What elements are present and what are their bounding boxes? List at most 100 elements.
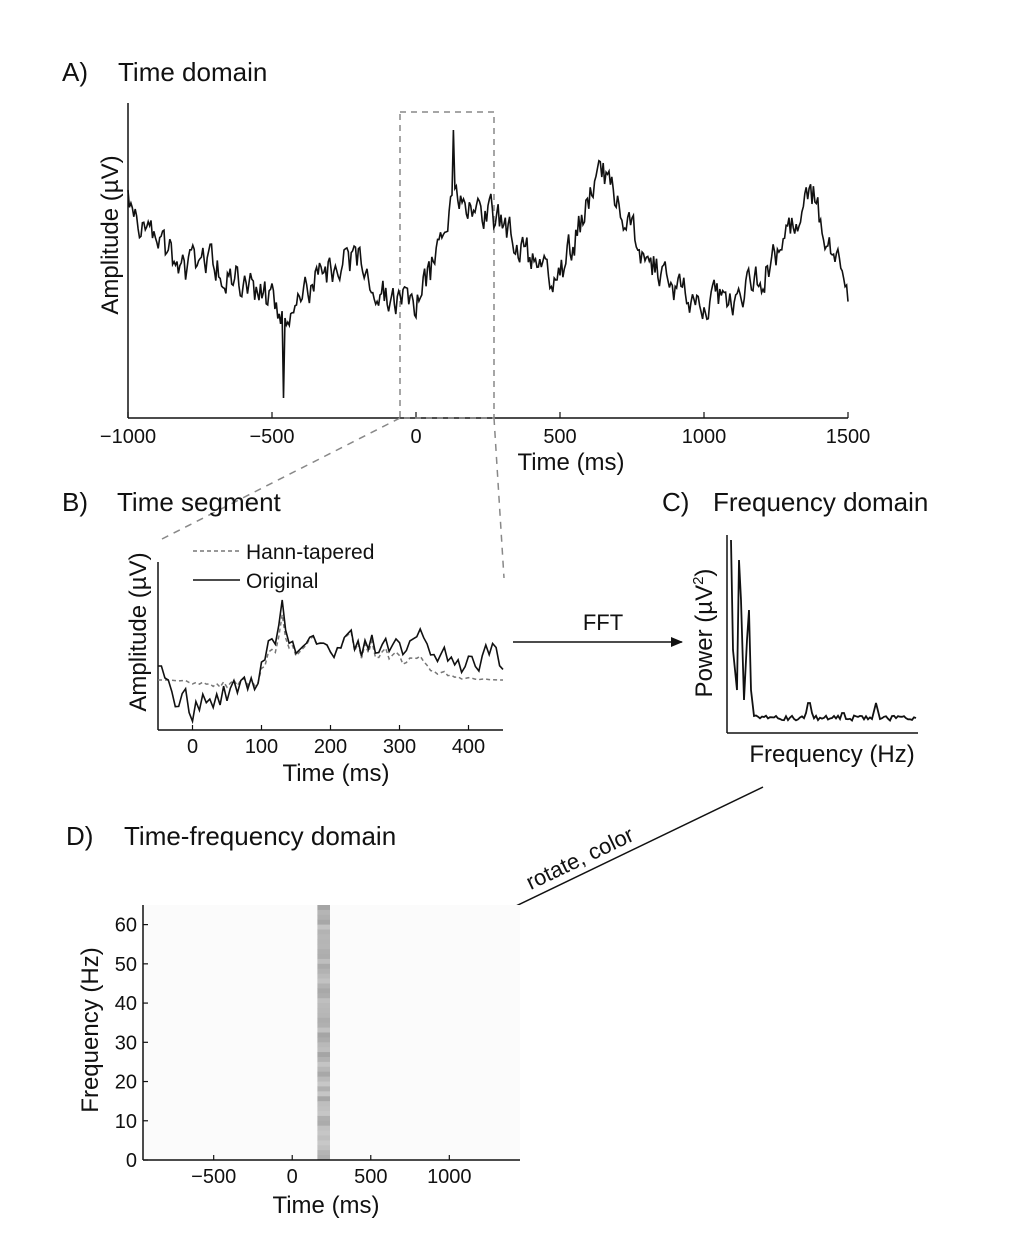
tf-band-cell bbox=[317, 1086, 330, 1092]
tf-band-cell bbox=[317, 1032, 330, 1038]
panel-a-tick-label: 1500 bbox=[826, 426, 871, 448]
tf-band-cell bbox=[317, 1076, 330, 1082]
panel-d-x-tick-label: 500 bbox=[354, 1166, 387, 1188]
panel-b-y-label: Amplitude (µV) bbox=[125, 552, 152, 711]
panel-c-spectrum bbox=[730, 539, 917, 722]
panel-c-title: Frequency domain bbox=[713, 487, 928, 517]
panel-a-tick-label: 1000 bbox=[682, 426, 727, 448]
panel-a-x-ticks: −1000 −500 0 500 1000 1500 bbox=[100, 412, 870, 448]
panel-b-tick-label: 200 bbox=[314, 736, 347, 758]
panel-b-tick-label: 400 bbox=[452, 736, 485, 758]
tf-band-cell bbox=[317, 978, 330, 984]
tf-band-cell bbox=[317, 1125, 330, 1132]
highlight-window bbox=[399, 111, 495, 419]
zoom-connector-left bbox=[159, 417, 401, 541]
panel-c-letter: C) bbox=[662, 487, 689, 517]
tf-band-cell bbox=[317, 1022, 330, 1029]
panel-d-y-ticks: 0 10 20 30 40 50 60 bbox=[115, 915, 148, 1172]
panel-c: C) Frequency domain Power (µV2) Frequenc… bbox=[662, 487, 928, 768]
tf-band-cell bbox=[317, 1003, 330, 1009]
panel-d-x-ticks: −500 0 500 1000 bbox=[191, 1155, 472, 1188]
tf-band-cell bbox=[317, 924, 330, 930]
tf-band-cell bbox=[317, 1101, 330, 1107]
tf-band-cell bbox=[317, 973, 330, 980]
panel-a-y-label: Amplitude (µV) bbox=[97, 155, 124, 314]
panel-b-tick-label: 300 bbox=[383, 736, 416, 758]
tf-band-cell bbox=[317, 1027, 330, 1033]
panel-b-x-label: Time (ms) bbox=[282, 760, 389, 787]
tf-band-cell bbox=[317, 983, 330, 989]
rotate-label: rotate, color bbox=[522, 822, 638, 895]
tf-band-cell bbox=[317, 1061, 330, 1068]
panel-a-tick-label: 500 bbox=[543, 426, 576, 448]
panel-c-x-label: Frequency (Hz) bbox=[749, 741, 914, 768]
zoom-connector-right bbox=[493, 417, 505, 579]
panel-d-x-tick-label: 1000 bbox=[427, 1166, 472, 1188]
tf-band-cell bbox=[317, 939, 330, 945]
tf-power-band bbox=[317, 905, 330, 1161]
tf-band-cell bbox=[317, 963, 330, 970]
tf-band-cell bbox=[317, 1135, 330, 1141]
panel-d-y-tick-label: 60 bbox=[115, 915, 137, 937]
panel-a-tick-label: 0 bbox=[410, 426, 421, 448]
panel-d: D) Time-frequency domain −500 0 500 1000 0 1… bbox=[66, 821, 520, 1219]
tf-band-cell bbox=[317, 1115, 330, 1122]
tf-band-cell bbox=[317, 1150, 330, 1156]
panel-b-tick-label: 100 bbox=[245, 736, 278, 758]
tf-band-cell bbox=[317, 1106, 330, 1112]
tf-band-cell bbox=[317, 1140, 330, 1146]
tf-band-cell bbox=[317, 1037, 330, 1043]
panel-d-x-tick-label: −500 bbox=[191, 1166, 236, 1188]
tf-band-cell bbox=[317, 949, 330, 955]
panel-b: B) Time segment 0 100 200 300 400 Amplitude … bbox=[62, 487, 504, 787]
tf-band-cell bbox=[317, 919, 330, 926]
tf-band-cell bbox=[317, 958, 330, 965]
panel-d-letter: D) bbox=[66, 821, 93, 851]
tf-band-cell bbox=[317, 1096, 330, 1102]
tf-band-cell bbox=[317, 1066, 330, 1073]
panel-d-x-label: Time (ms) bbox=[272, 1192, 379, 1219]
tf-band-cell bbox=[317, 1042, 330, 1048]
panel-d-y-tick-label: 50 bbox=[115, 954, 137, 976]
tf-band-cell bbox=[317, 914, 330, 921]
tf-band-cell bbox=[317, 1111, 330, 1117]
tf-band-cell bbox=[317, 934, 330, 940]
tf-band-cell bbox=[317, 1047, 330, 1053]
tf-band-cell bbox=[317, 905, 330, 911]
panel-c-y-label: Power (µV2) bbox=[690, 569, 718, 698]
tf-band-cell bbox=[317, 1145, 330, 1151]
tf-band-cell bbox=[317, 1071, 330, 1078]
tf-band-cell bbox=[317, 998, 330, 1004]
legend-label-original: Original bbox=[246, 570, 318, 593]
tf-band-cell bbox=[317, 1008, 330, 1014]
tf-band-cell bbox=[317, 1017, 330, 1024]
tf-band-cell bbox=[317, 1052, 330, 1058]
panel-b-title: Time segment bbox=[117, 487, 282, 517]
panel-a-title: Time domain bbox=[118, 57, 267, 87]
tf-band-cell bbox=[317, 1091, 330, 1097]
panel-d-y-tick-label: 30 bbox=[115, 1032, 137, 1054]
panel-d-y-tick-label: 10 bbox=[115, 1111, 137, 1133]
panel-b-original-trace bbox=[158, 599, 504, 725]
tf-band-cell bbox=[317, 1057, 330, 1063]
tf-band-cell bbox=[317, 1081, 330, 1087]
panel-b-x-ticks: 0 100 200 300 400 bbox=[187, 725, 485, 758]
panel-d-title: Time-frequency domain bbox=[124, 821, 396, 851]
panel-d-x-tick-label: 0 bbox=[287, 1166, 298, 1188]
panel-a-trace bbox=[127, 129, 849, 399]
tf-band-cell bbox=[317, 944, 330, 950]
panel-b-letter: B) bbox=[62, 487, 88, 517]
panel-d-y-tick-label: 40 bbox=[115, 993, 137, 1015]
tf-band-cell bbox=[317, 909, 330, 916]
tf-band-cell bbox=[317, 1120, 330, 1127]
panel-d-y-tick-label: 0 bbox=[126, 1150, 137, 1172]
panel-a: A) Time domain −1000 −500 0 500 1000 1500 Amp… bbox=[62, 57, 870, 476]
panel-d-y-tick-label: 20 bbox=[115, 1072, 137, 1094]
tf-band-cell bbox=[317, 1012, 330, 1019]
panel-a-letter: A) bbox=[62, 57, 88, 87]
tf-band-cell bbox=[317, 954, 330, 960]
tf-band-cell bbox=[317, 1130, 330, 1136]
fft-label: FFT bbox=[583, 610, 623, 635]
panel-d-y-label: Frequency (Hz) bbox=[77, 947, 104, 1112]
